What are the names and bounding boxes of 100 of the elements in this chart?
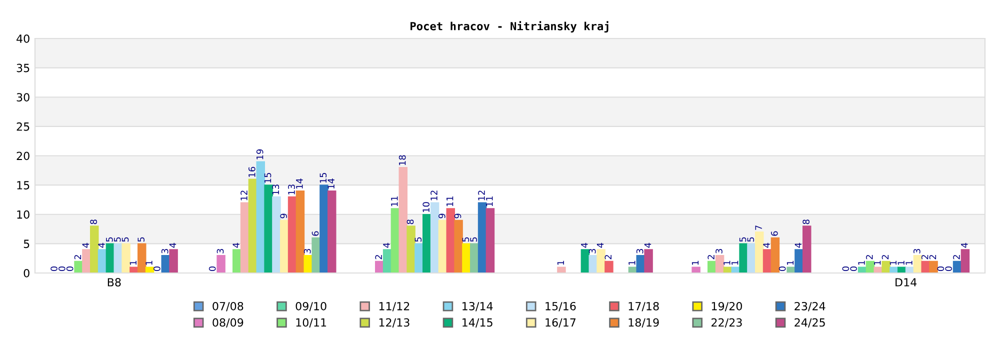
- bar: [762, 249, 772, 273]
- data-label: 4: [383, 242, 390, 248]
- y-tick-label: 40: [16, 34, 30, 43]
- data-label: 2: [604, 255, 612, 260]
- data-label: 4: [581, 242, 588, 248]
- legend-label: 18/19: [628, 318, 659, 328]
- data-label: 12: [240, 190, 248, 200]
- bar: [794, 249, 804, 273]
- data-label: 0: [208, 266, 216, 272]
- bar: [137, 243, 146, 273]
- data-label: 0: [850, 266, 857, 272]
- bar: [596, 249, 606, 273]
- y-tick-label: 30: [16, 93, 30, 102]
- y-tick-label: 35: [16, 64, 30, 72]
- bar: [802, 226, 812, 273]
- data-label: 5: [462, 237, 470, 242]
- data-label: 1: [130, 260, 136, 265]
- data-label: 4: [232, 242, 240, 248]
- legend-label: 22/23: [712, 318, 742, 328]
- data-label: 12: [478, 190, 485, 200]
- data-label: 13: [272, 184, 280, 194]
- bar: [929, 260, 938, 273]
- bar: [169, 249, 178, 273]
- data-label: 4: [596, 242, 604, 248]
- bar: [320, 184, 328, 273]
- data-label: 10: [422, 202, 430, 212]
- y-tick-label: 20: [16, 152, 30, 160]
- data-label: 5: [106, 237, 113, 242]
- data-label: 2: [708, 255, 714, 260]
- bar: [216, 254, 226, 273]
- data-label: 7: [755, 226, 762, 230]
- legend-label: 24/25: [794, 318, 825, 328]
- data-label: 11: [391, 196, 398, 206]
- data-label: 4: [644, 242, 652, 248]
- bar: [580, 249, 590, 273]
- bar: [398, 167, 408, 273]
- bar: [644, 249, 653, 273]
- data-label: 3: [716, 249, 722, 254]
- bar: [296, 190, 305, 273]
- data-label: 0: [66, 266, 74, 272]
- bar: [754, 232, 764, 273]
- data-label: 0: [945, 266, 952, 272]
- y-tick-label: 10: [17, 210, 30, 219]
- bar: [557, 266, 566, 273]
- data-label: 4: [961, 242, 968, 248]
- bar: [960, 249, 970, 273]
- data-label: 2: [929, 255, 936, 260]
- bar: [770, 237, 780, 273]
- legend-label: 08/09: [212, 318, 244, 328]
- data-label: 5: [122, 237, 129, 242]
- data-label: 1: [557, 260, 564, 265]
- data-label: 4: [169, 242, 176, 248]
- data-label: 14: [328, 178, 334, 189]
- data-label: 0: [842, 266, 850, 272]
- legend-label: 19/20: [712, 302, 742, 312]
- data-label: 8: [90, 220, 97, 224]
- data-label: 4: [82, 242, 89, 248]
- data-label: 0: [50, 266, 58, 272]
- data-label: 3: [914, 249, 920, 254]
- data-label: 0: [937, 266, 944, 272]
- data-label: 15: [320, 172, 327, 183]
- bar: [692, 266, 700, 273]
- bar: [240, 202, 250, 273]
- data-label: 2: [375, 255, 382, 260]
- data-label: 5: [114, 237, 121, 242]
- bar: [90, 226, 99, 273]
- data-label: 1: [732, 260, 738, 265]
- data-label: 1: [858, 260, 865, 265]
- bar: [715, 254, 724, 273]
- legend-label: 13/14: [462, 302, 493, 312]
- bar: [604, 260, 614, 273]
- bar: [232, 249, 242, 273]
- data-label: 19: [256, 149, 264, 160]
- data-label: 9: [454, 214, 462, 218]
- bar: [438, 220, 448, 273]
- data-label: 1: [906, 260, 912, 265]
- bar: [98, 249, 107, 273]
- data-label: 2: [921, 255, 928, 260]
- data-label: 1: [898, 260, 904, 265]
- bar: [288, 196, 297, 273]
- bar: [406, 226, 416, 273]
- x-tick-label: B8: [108, 278, 121, 286]
- legend-label: 12/13: [379, 318, 410, 328]
- y-tick-label: 25: [16, 122, 30, 131]
- data-label: 1: [692, 260, 699, 265]
- data-label: 5: [739, 237, 746, 242]
- chart-title: Pocet hracov - Nitriansky kraj: [410, 21, 608, 32]
- data-label: 1: [724, 260, 730, 265]
- data-label: 13: [288, 184, 295, 194]
- data-label: 12: [430, 190, 438, 200]
- data-label: 4: [794, 242, 802, 248]
- bar: [478, 202, 487, 273]
- legend-label: 11/12: [379, 302, 410, 312]
- legend-label: 16/17: [546, 318, 576, 328]
- data-label: 6: [312, 231, 319, 236]
- legend-label: 14/15: [462, 318, 492, 328]
- bar: [430, 202, 440, 273]
- data-label: 1: [146, 260, 152, 265]
- bar: [454, 220, 463, 273]
- data-label: 14: [296, 178, 303, 189]
